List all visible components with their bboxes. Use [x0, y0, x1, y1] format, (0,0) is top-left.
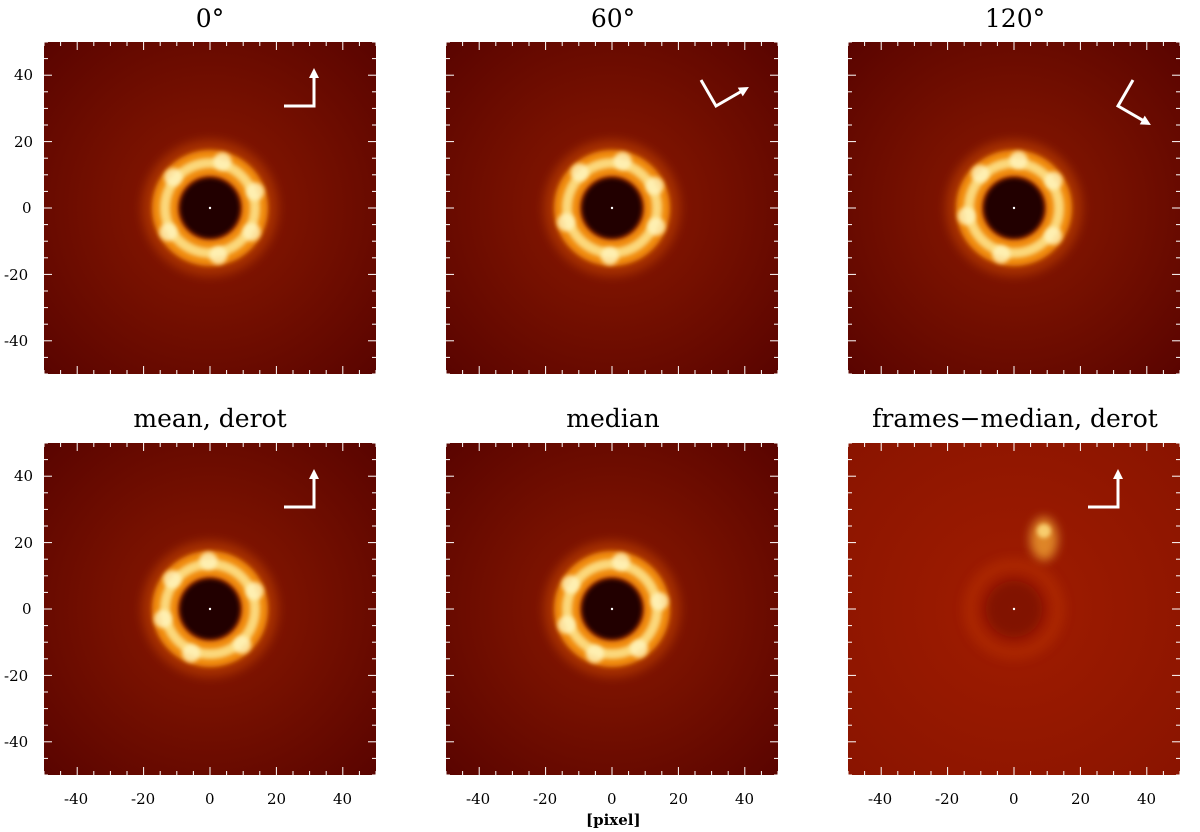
x-tick-label: 0	[1009, 790, 1019, 808]
bright-clump	[645, 176, 664, 195]
bright-clump	[163, 570, 182, 589]
compass-arrow-icon	[699, 79, 749, 109]
image-panel-frames-median	[848, 443, 1180, 775]
y-tick-label: 40	[14, 467, 34, 485]
x-tick-label: 0	[205, 790, 215, 808]
x-tick-label: 0	[607, 790, 617, 808]
y-tick-label: 20	[14, 133, 34, 151]
compass-arrow-icon	[284, 68, 319, 108]
bright-clump	[242, 223, 261, 241]
bright-clump	[159, 223, 178, 241]
compass-arrow-icon	[1088, 469, 1123, 509]
residual-ring	[963, 558, 1065, 660]
panel-title-mean-derot: mean, derot	[133, 404, 287, 433]
bright-clump	[233, 635, 252, 654]
panel-title-120deg: 120°	[984, 4, 1046, 33]
x-tick-label: 20	[267, 790, 287, 808]
x-tick-label: 20	[669, 790, 689, 808]
x-tick-label: 40	[1137, 790, 1157, 808]
center-marker	[610, 607, 614, 611]
image-panel-0deg	[44, 42, 376, 374]
bright-clump	[164, 168, 183, 187]
bright-clump	[612, 552, 631, 571]
bright-clump	[245, 582, 264, 601]
bright-clump	[246, 182, 265, 201]
bright-clump	[992, 245, 1011, 264]
panel-title-60deg: 60°	[590, 4, 636, 33]
panel-title-median: median	[566, 404, 660, 433]
bright-clump	[213, 152, 232, 171]
bright-clump	[182, 644, 201, 663]
image-panel-mean-derot	[44, 443, 376, 775]
image-panel-median	[446, 443, 778, 775]
compass-arrow-icon	[284, 469, 319, 509]
bright-clump	[971, 164, 990, 183]
y-tick-label: -40	[4, 733, 29, 751]
y-tick-label: -20	[4, 266, 29, 284]
y-tick-label: 0	[22, 199, 32, 217]
residual-bright-core	[1036, 524, 1051, 538]
bright-clump	[1009, 151, 1028, 170]
center-marker	[208, 206, 212, 210]
bright-clump	[647, 217, 666, 236]
y-tick-label: -20	[4, 667, 29, 685]
bright-clump	[209, 246, 228, 265]
y-tick-label: 20	[14, 534, 34, 552]
center-marker	[1012, 206, 1016, 210]
x-axis-label: [pixel]	[586, 811, 641, 829]
bright-clump	[957, 206, 976, 225]
image-panel-60deg	[446, 42, 778, 374]
bright-clump	[561, 575, 580, 594]
bright-clump	[629, 639, 648, 658]
x-tick-label: -20	[131, 790, 156, 808]
x-tick-label: -40	[868, 790, 893, 808]
center-marker	[610, 206, 614, 210]
center-marker	[208, 607, 212, 611]
bright-clump	[585, 644, 604, 663]
bright-clump	[199, 552, 218, 571]
bright-clump	[154, 609, 173, 628]
bright-clump	[570, 163, 589, 182]
x-tick-label: -40	[64, 790, 89, 808]
bright-clump	[1044, 226, 1063, 245]
x-tick-label: -20	[935, 790, 960, 808]
x-tick-label: -40	[466, 790, 491, 808]
bright-clump	[613, 152, 632, 171]
y-tick-label: 0	[22, 600, 32, 618]
compass-arrow-icon	[1115, 79, 1151, 125]
x-tick-label: 40	[735, 790, 755, 808]
y-tick-label: 40	[14, 66, 34, 84]
x-tick-label: 40	[333, 790, 353, 808]
bright-clump	[1044, 171, 1063, 190]
image-panel-120deg	[848, 42, 1180, 374]
residual-bright-spot	[1029, 517, 1058, 561]
y-tick-label: -40	[4, 332, 29, 350]
bright-clump	[600, 246, 619, 265]
panel-title-frames-median: frames−median, derot	[872, 404, 1158, 433]
x-tick-label: -20	[533, 790, 558, 808]
bright-clump	[557, 213, 576, 232]
x-tick-label: 20	[1071, 790, 1091, 808]
bright-clump	[650, 592, 669, 611]
panel-title-0deg: 0°	[195, 4, 225, 33]
center-marker	[1012, 607, 1016, 611]
bright-clump	[557, 615, 576, 634]
